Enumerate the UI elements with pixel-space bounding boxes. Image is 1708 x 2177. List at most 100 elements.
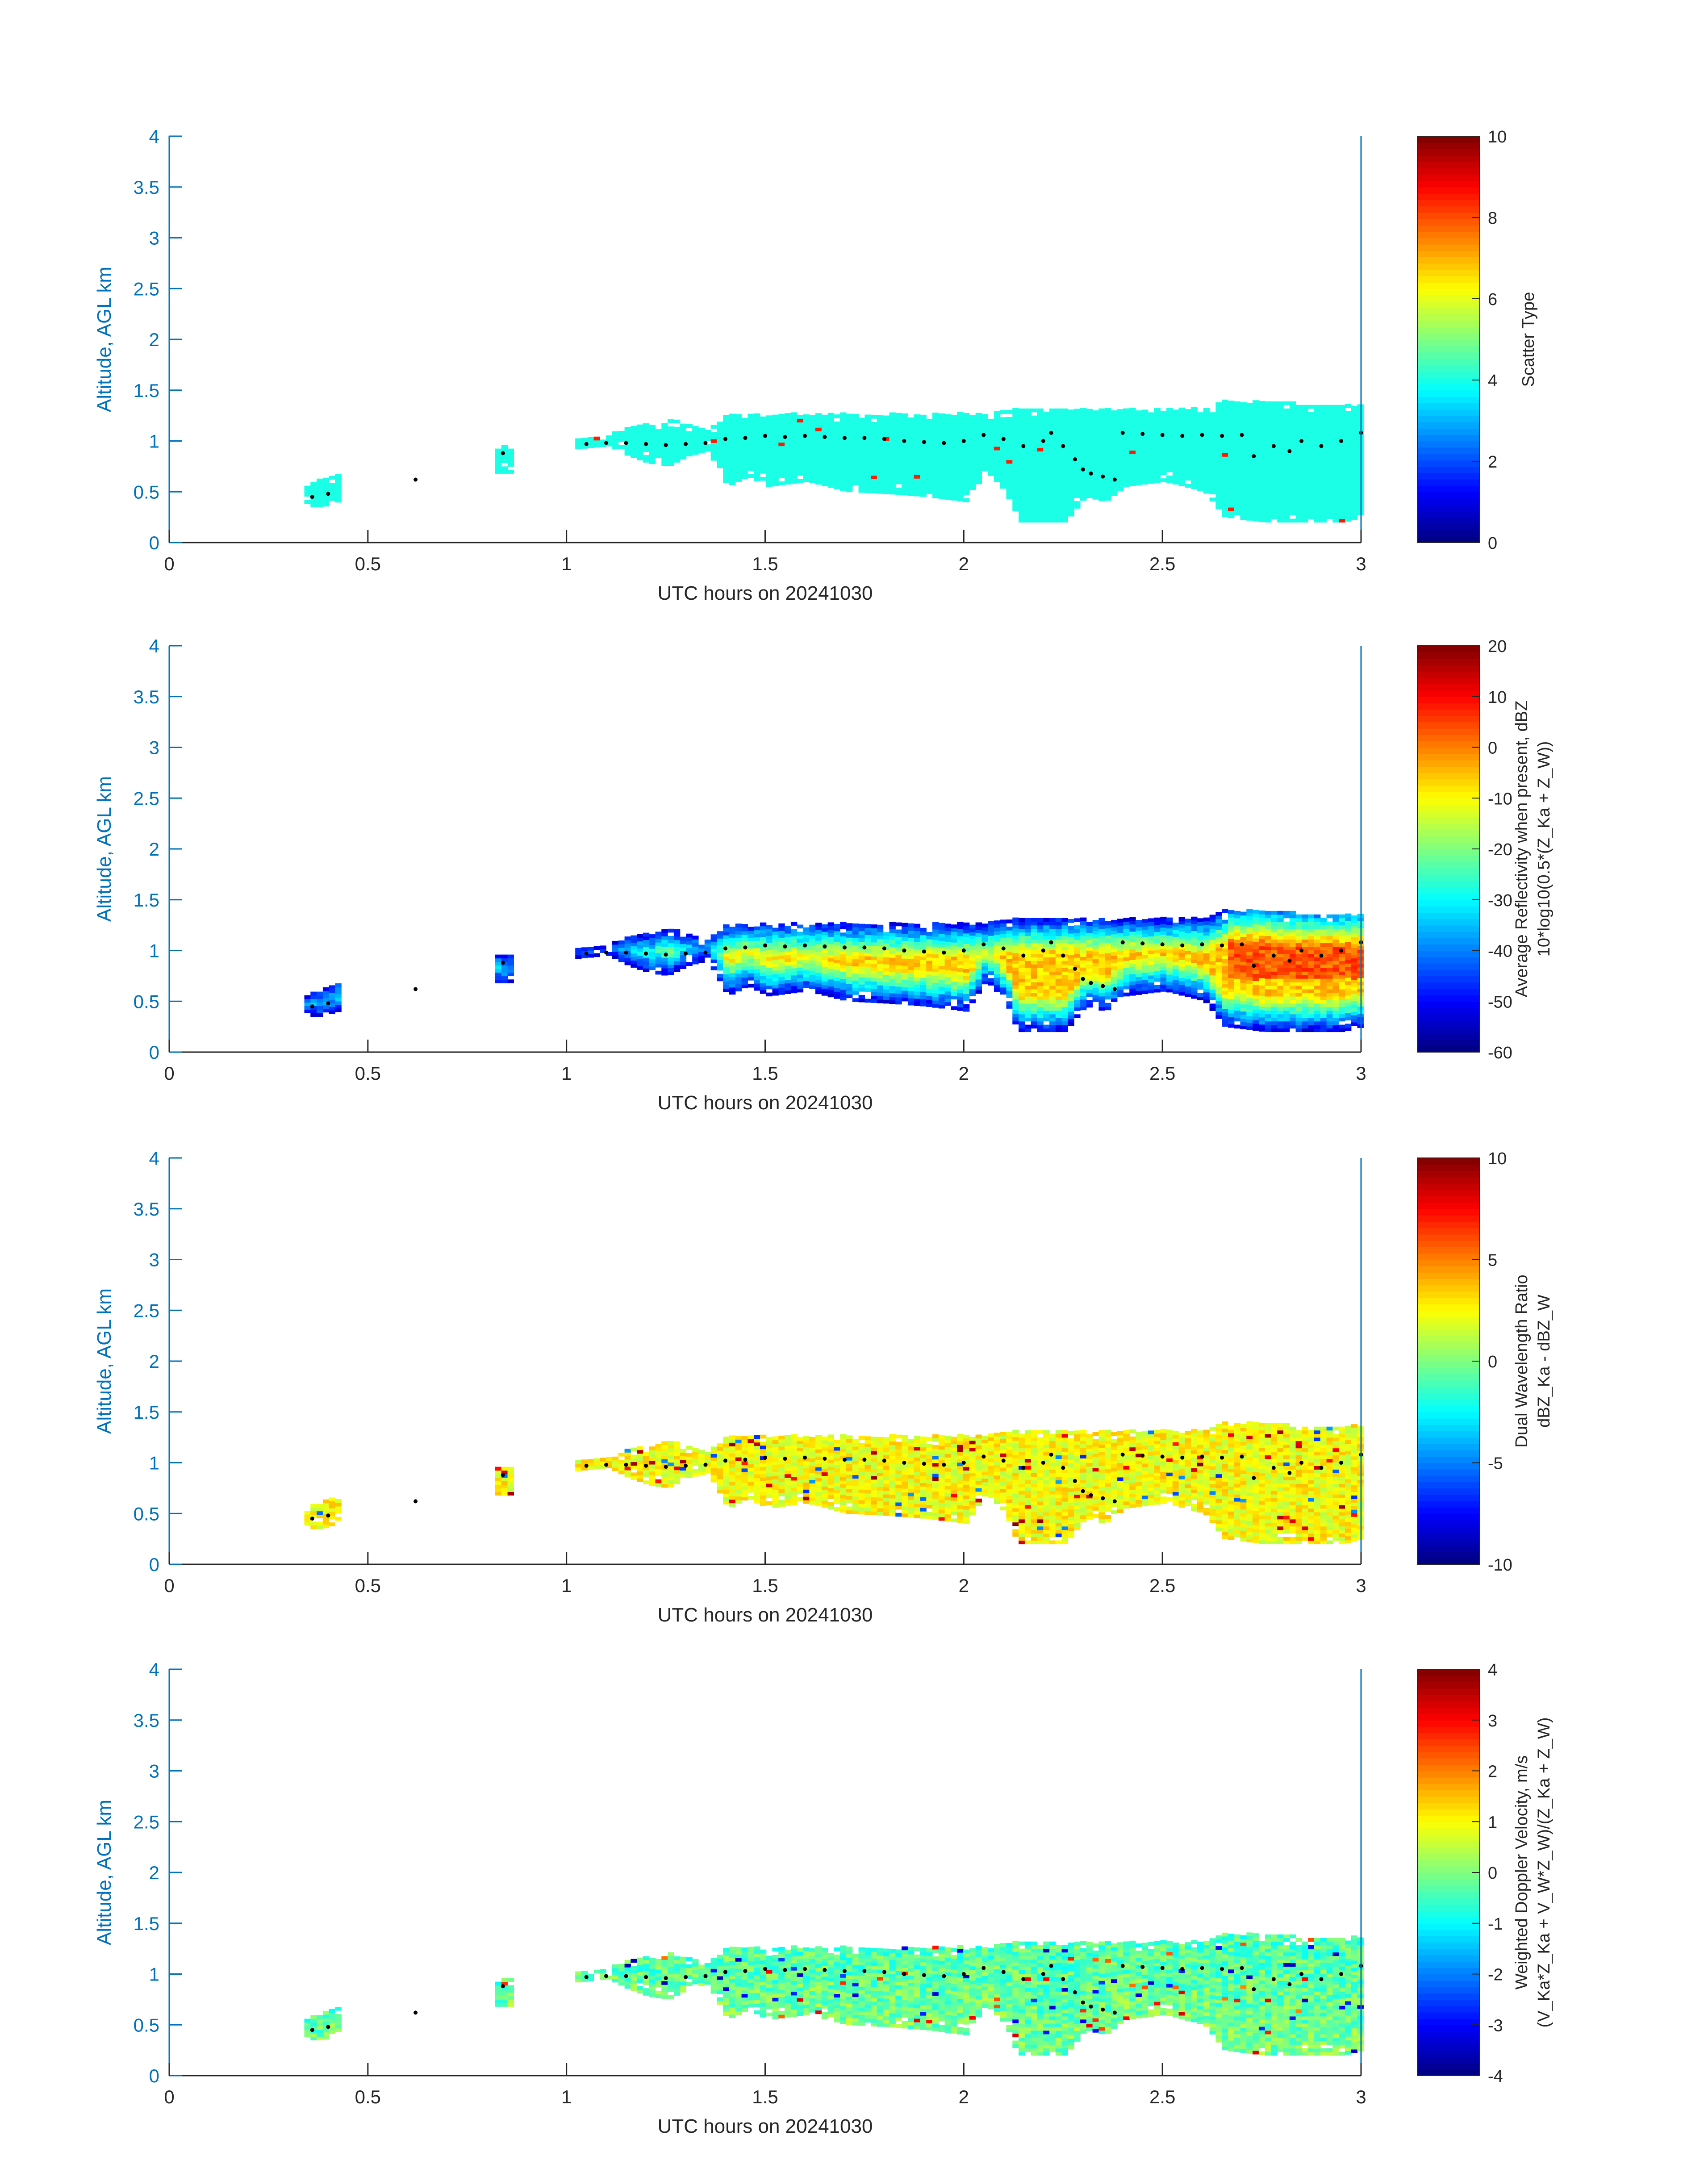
heatmap-cell <box>834 966 840 970</box>
heatmap-cell <box>1228 425 1235 430</box>
heatmap-cell <box>735 446 742 450</box>
heatmap-cell <box>1258 500 1265 505</box>
heatmap-cell <box>1234 419 1241 423</box>
heatmap-cell <box>1037 433 1044 437</box>
heatmap-cell <box>1080 981 1087 986</box>
heatmap-cell <box>1117 965 1124 969</box>
heatmap-cell <box>1061 504 1068 509</box>
heatmap-cell <box>1253 457 1259 461</box>
heatmap-cell <box>1209 458 1216 463</box>
heatmap-cell <box>772 475 779 479</box>
heatmap-cell <box>821 992 828 996</box>
heatmap-cell <box>864 457 871 461</box>
heatmap-cell <box>1197 423 1204 427</box>
heatmap-cell <box>680 434 687 439</box>
heatmap-cell <box>1253 450 1259 454</box>
heatmap-cell <box>1234 476 1241 480</box>
heatmap-cell <box>914 991 921 995</box>
heatmap-cell <box>809 479 816 483</box>
heatmap-cell <box>692 939 699 943</box>
heatmap-cell <box>1136 471 1142 475</box>
heatmap-cell <box>1314 501 1321 505</box>
heatmap-cell <box>1123 422 1130 426</box>
heatmap-cell <box>914 974 921 978</box>
heatmap-cell <box>785 463 791 467</box>
heatmap-cell <box>871 472 877 476</box>
heatmap-cell <box>1289 444 1296 448</box>
colorbar-step <box>1417 504 1480 511</box>
colorbar-step <box>1417 447 1480 454</box>
heatmap-cell <box>957 487 964 491</box>
heatmap-cell <box>600 443 606 447</box>
heatmap-cell <box>975 972 982 976</box>
heatmap-cell <box>889 961 896 965</box>
heatmap-cell <box>1308 455 1315 459</box>
heatmap-cell <box>871 924 877 928</box>
heatmap-cell <box>932 975 939 979</box>
heatmap-cell <box>717 436 723 440</box>
heatmap-cell <box>1019 447 1025 451</box>
heatmap-cell <box>963 1007 970 1012</box>
heatmap-cell <box>988 429 994 434</box>
heatmap-cell <box>1351 434 1358 439</box>
heatmap-cell <box>624 427 631 431</box>
heatmap-cell <box>1117 466 1124 470</box>
heatmap-cell <box>963 438 970 442</box>
colorbar-step <box>1417 358 1480 365</box>
heatmap-cell <box>1117 947 1124 951</box>
heatmap-cell <box>655 953 662 957</box>
heatmap-cell <box>951 939 957 943</box>
heatmap-cell <box>1271 479 1278 484</box>
heatmap-cell <box>889 430 896 434</box>
heatmap-cell <box>729 452 736 457</box>
heatmap-cell <box>871 942 877 946</box>
heatmap-cell <box>1154 440 1161 444</box>
heatmap-cell <box>969 451 976 455</box>
heatmap-cell <box>329 490 335 494</box>
heatmap-cell <box>1012 468 1019 472</box>
heatmap-cell <box>1105 408 1111 412</box>
heatmap-cell <box>778 460 785 464</box>
heatmap-cell <box>1086 932 1093 936</box>
heatmap-cell <box>1098 490 1105 494</box>
heatmap-cell <box>944 428 951 432</box>
heatmap-cell <box>735 969 742 974</box>
heatmap-cell <box>1203 992 1210 996</box>
heatmap-cell <box>1117 434 1124 438</box>
heatmap-cell <box>760 416 767 421</box>
heatmap-cell <box>1222 464 1228 468</box>
heatmap-cell <box>840 986 847 990</box>
heatmap-cell <box>932 925 939 930</box>
heatmap-cell <box>1105 465 1111 469</box>
heatmap-cell <box>1351 481 1358 485</box>
heatmap-cell <box>1123 430 1130 434</box>
heatmap-cell <box>834 934 840 939</box>
y-tick-label: 0 <box>149 532 159 553</box>
heatmap-cell <box>1043 486 1050 491</box>
heatmap-cell <box>631 429 637 434</box>
heatmap-cell <box>1351 423 1358 428</box>
heatmap-cell <box>1258 504 1265 508</box>
heatmap-cell <box>1024 996 1031 1000</box>
heatmap-cell <box>673 441 681 445</box>
heatmap-cell <box>938 435 945 439</box>
heatmap-cell <box>643 444 650 448</box>
heatmap-cell <box>994 924 1001 928</box>
heatmap-cell <box>846 424 853 428</box>
heatmap-cell <box>1000 421 1007 425</box>
heatmap-cell <box>1314 447 1321 451</box>
heatmap-cell <box>926 936 933 940</box>
heatmap-cell <box>1019 493 1025 498</box>
heatmap-cell <box>895 466 902 470</box>
y-tick-label: 2.5 <box>134 278 159 299</box>
heatmap-cell <box>1141 470 1148 474</box>
heatmap-cell <box>846 980 853 984</box>
heatmap-cell <box>883 451 890 455</box>
heatmap-cell <box>864 977 871 982</box>
heatmap-cell <box>1123 921 1130 926</box>
heatmap-cell <box>1191 407 1198 411</box>
heatmap-cell <box>329 483 335 487</box>
heatmap-cell <box>1086 936 1093 940</box>
heatmap-cell <box>310 991 317 996</box>
heatmap-cell <box>895 455 902 460</box>
